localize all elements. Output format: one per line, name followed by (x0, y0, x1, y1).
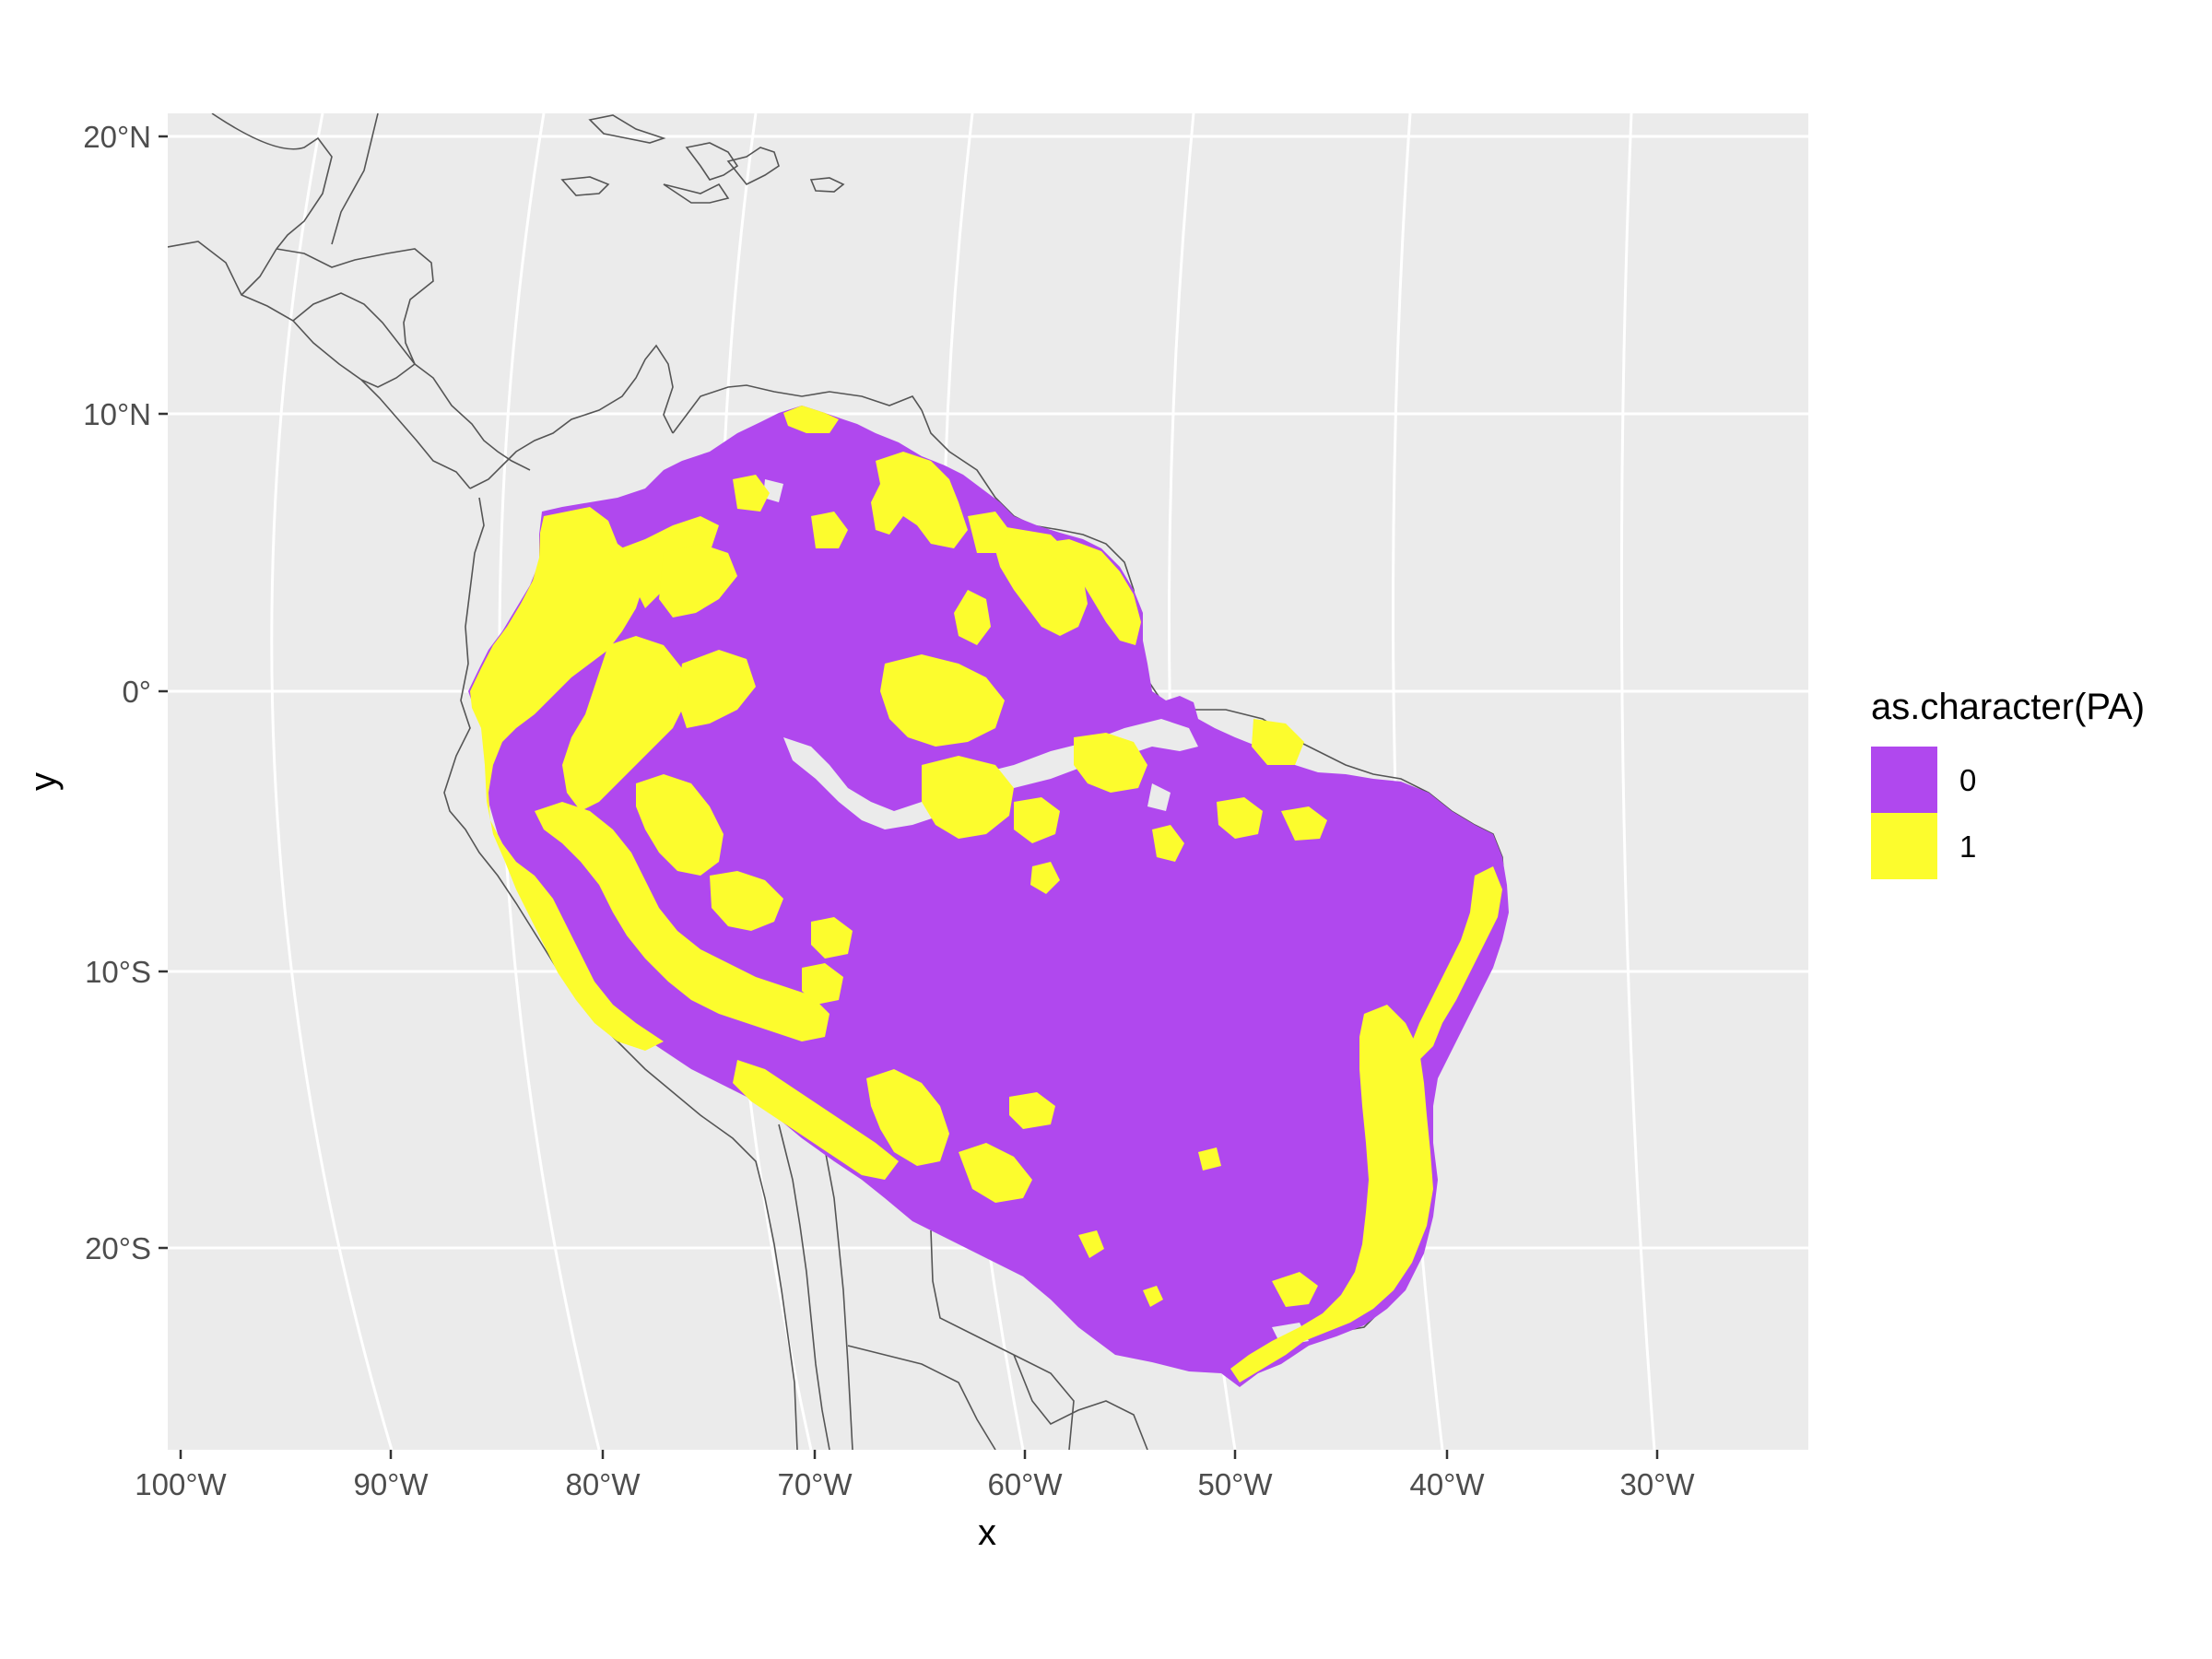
legend-key-1 (1871, 813, 1937, 879)
x-tick-label: 50°W (1197, 1467, 1273, 1501)
x-tick-label: 90°W (353, 1467, 429, 1501)
legend-label-0: 0 (1959, 763, 1976, 797)
legend-key-0 (1871, 747, 1937, 813)
y-tick-label: 10°N (83, 397, 151, 431)
y-tick-label: 10°S (85, 955, 151, 989)
presence-patches (470, 406, 1502, 1382)
x-axis: 100°W 90°W 80°W 70°W 60°W 50°W 40°W 30°W (135, 1450, 1695, 1501)
x-tick-label: 100°W (135, 1467, 227, 1501)
y-axis-title: y (23, 772, 64, 791)
y-axis: 20°N 10°N 0° 10°S 20°S (83, 120, 168, 1265)
legend-title: as.character(PA) (1871, 687, 2145, 727)
x-tick-label: 30°W (1619, 1467, 1695, 1501)
absence-region (468, 406, 1509, 1387)
x-tick-label: 70°W (777, 1467, 853, 1501)
x-axis-title: x (978, 1512, 996, 1553)
y-tick-label: 20°N (83, 120, 151, 154)
legend-label-1: 1 (1959, 830, 1976, 864)
y-tick-label: 0° (122, 675, 151, 709)
legend: as.character(PA) 0 1 (1871, 687, 2145, 879)
y-tick-label: 20°S (85, 1231, 151, 1265)
x-tick-label: 60°W (987, 1467, 1063, 1501)
x-tick-label: 80°W (565, 1467, 641, 1501)
x-tick-label: 40°W (1409, 1467, 1485, 1501)
